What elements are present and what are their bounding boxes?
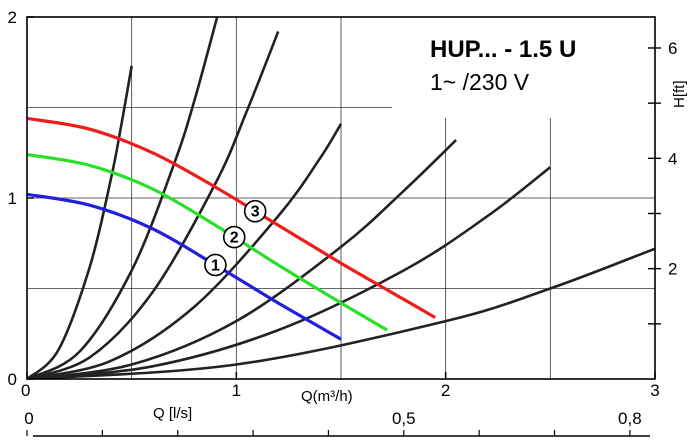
system-curve: [27, 65, 133, 379]
system-curve: [27, 166, 552, 379]
x-tick-label: 1: [232, 381, 241, 400]
right-tick-label: 4: [668, 149, 677, 168]
system-curve: [27, 139, 458, 379]
secondary-x-axis-label: Q [l/s]: [153, 405, 192, 422]
y-tick-label: 2: [8, 8, 17, 27]
y-tick-label: 1: [8, 189, 17, 208]
curve-badge-1: [204, 253, 227, 277]
secondary-tick-label: 0: [24, 409, 33, 428]
system-curve: [27, 17, 219, 379]
curve-badge-label: 3: [251, 204, 260, 221]
pump-curve-speed-1: [27, 192, 342, 341]
x-tick-label: 3: [650, 381, 659, 400]
system-curve: [27, 247, 655, 379]
curve-badge-label: 2: [230, 230, 239, 247]
title-box: [392, 18, 654, 118]
system-curve: [27, 31, 280, 379]
right-tick-label: 6: [668, 39, 677, 58]
chart-title: HUP... - 1.5 U: [430, 36, 576, 63]
right-tick-label: 2: [668, 260, 677, 279]
right-axis-label: H[ft]: [671, 80, 688, 108]
chart-subtitle: 1~ /230 V: [430, 69, 530, 95]
x-axis-label-text: Q(m³/h): [301, 388, 353, 405]
system-curve: [27, 123, 343, 379]
curve-badge-label: 1: [211, 257, 220, 274]
secondary-tick-label: 0,5: [392, 409, 416, 428]
curve-badge-3: [243, 199, 267, 223]
x-tick-label: 0: [21, 381, 30, 400]
x-tick-label: 2: [441, 381, 450, 400]
curve-badges: 123: [204, 199, 267, 277]
secondary-tick-label: 0,8: [618, 409, 642, 428]
x-axis-label: Q(m³/h): [301, 388, 353, 405]
curve-badge-2: [222, 225, 246, 249]
y-tick-label: 0: [8, 370, 17, 389]
pump-curve-speed-2: [27, 153, 388, 332]
